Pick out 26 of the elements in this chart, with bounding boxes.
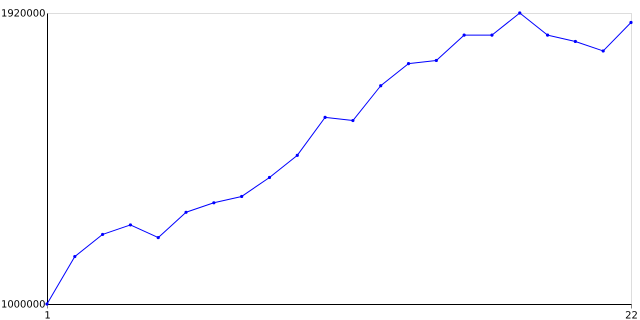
y-tick-label: 1920000 (0, 8, 46, 20)
point (629, 20, 633, 24)
point (128, 223, 132, 226)
point (546, 34, 550, 37)
x-tick-label: 1 (44, 310, 51, 320)
point (101, 232, 104, 236)
point (574, 40, 577, 44)
x-tick-label: 22 (625, 310, 638, 320)
point (351, 118, 354, 122)
point (490, 34, 494, 37)
y-tick-label: 1000000 (0, 300, 46, 310)
point (156, 236, 160, 240)
point (434, 58, 438, 62)
point (296, 154, 299, 157)
point (602, 49, 605, 53)
line-series (45, 11, 633, 306)
point (184, 210, 188, 214)
point (324, 116, 327, 119)
point (73, 254, 76, 258)
point (268, 176, 272, 180)
point (406, 62, 410, 66)
point (240, 194, 244, 198)
point (212, 201, 216, 204)
point (379, 84, 382, 88)
point (518, 11, 522, 15)
point (462, 34, 466, 37)
